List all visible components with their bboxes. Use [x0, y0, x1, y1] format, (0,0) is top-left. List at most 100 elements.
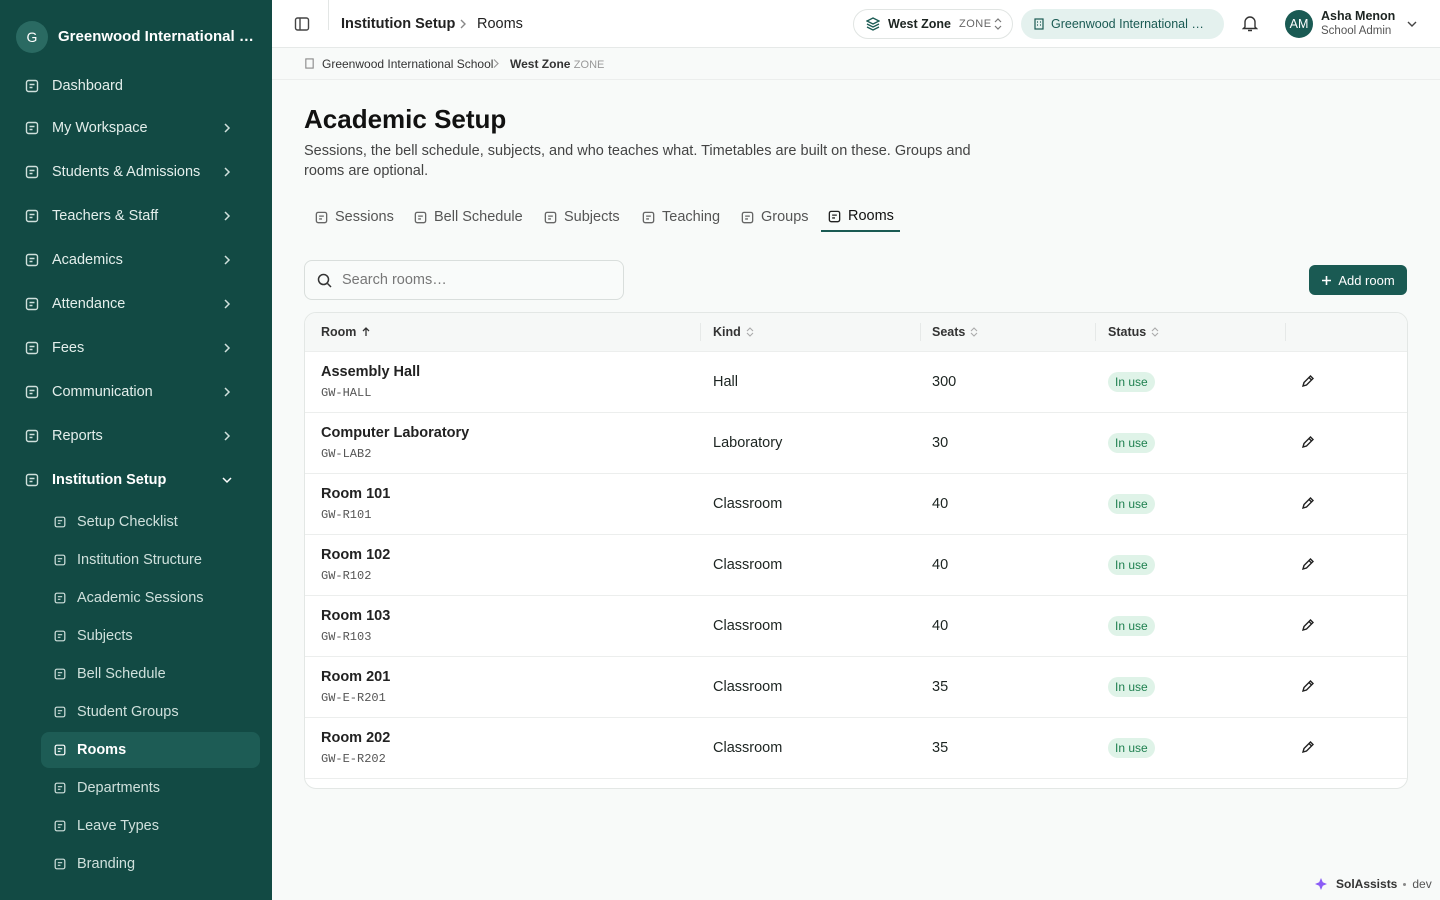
room-seats: 35 [932, 740, 949, 756]
school-name: Greenwood International School [58, 28, 258, 45]
nav-item[interactable]: Students & Admissions [10, 154, 260, 190]
tab[interactable]: Sessions [314, 202, 394, 232]
edit-button[interactable] [1301, 679, 1315, 693]
nav-item[interactable]: Institution Setup [10, 462, 260, 498]
nav-item[interactable]: Communication [10, 374, 260, 410]
subnav-item[interactable]: Departments [41, 770, 260, 806]
tab[interactable]: Teaching [641, 202, 720, 232]
subnav-label: Departments [77, 780, 161, 796]
subnav-item[interactable]: Subjects [41, 618, 260, 654]
user-name: Asha Menon [1321, 9, 1396, 23]
tab-label: Rooms [848, 208, 894, 224]
env: dev [1412, 877, 1432, 891]
zone-tag: ZONE [958, 18, 992, 30]
room-seats: 30 [932, 435, 949, 451]
notifications[interactable] [1242, 15, 1258, 32]
subnav-label: Setup Checklist [77, 514, 178, 530]
tab[interactable]: Groups [740, 202, 809, 232]
room-code: GW-E-R202 [321, 752, 386, 766]
column-header[interactable]: Seats [932, 313, 978, 351]
nav-label: Students & Admissions [52, 164, 201, 180]
nav-item[interactable]: Teachers & Staff [10, 198, 260, 234]
edit-button[interactable] [1301, 496, 1315, 510]
edit-button[interactable] [1301, 557, 1315, 571]
table-row: Room 102 GW-R102 Classroom 40 In use [305, 534, 1407, 595]
column-header[interactable]: Room [321, 313, 371, 351]
table-row: Computer Laboratory GW-LAB2 Laboratory 30 In… [305, 412, 1407, 473]
edit-button[interactable] [1301, 374, 1315, 388]
subnav-label: Academic Sessions [77, 590, 204, 606]
room-name: Room 103 [321, 608, 391, 624]
nav-label: Teachers & Staff [52, 208, 159, 224]
table-row: Assembly Hall GW-HALL Hall 300 In use [305, 351, 1407, 412]
column-header[interactable]: Kind [713, 313, 754, 351]
tab-label: Sessions [335, 209, 394, 225]
zone-name: West Zone [510, 57, 571, 71]
nav-label: My Workspace [52, 120, 148, 136]
status-badge: In use [1108, 555, 1155, 575]
sidebar-toggle[interactable] [294, 16, 310, 32]
search-box[interactable]: Search rooms… [304, 260, 624, 300]
room-code: GW-LAB2 [321, 447, 372, 461]
subnav-item[interactable]: Setup Checklist [41, 504, 260, 540]
subnav-item[interactable]: Rooms [41, 732, 260, 768]
nav-item[interactable]: Academics [10, 242, 260, 278]
tab[interactable]: Rooms [821, 202, 900, 232]
room-kind: Classroom [713, 557, 783, 573]
room-kind: Hall [713, 374, 738, 390]
nav-item[interactable]: Attendance [10, 286, 260, 322]
zone-picker[interactable]: West Zone ZONE [853, 9, 1013, 39]
edit-button[interactable] [1301, 435, 1315, 449]
room-kind: Classroom [713, 679, 783, 695]
room-kind: Laboratory [713, 435, 783, 451]
room-seats: 35 [932, 679, 949, 695]
nav-item[interactable]: Reports [10, 418, 260, 454]
status-badge: In use [1108, 738, 1155, 758]
room-code: GW-R102 [321, 569, 372, 583]
subnav-item[interactable]: Academic Sessions [41, 580, 260, 616]
status-badge: In use [1108, 433, 1155, 453]
column-label: Kind [713, 325, 741, 339]
nav-item[interactable]: My Workspace [10, 110, 260, 146]
school-logo: G [16, 21, 48, 53]
room-seats: 300 [932, 374, 957, 390]
rooms-table: Room Kind Seats Status Assembly Hall GW-HALL H… [304, 312, 1408, 789]
column-header[interactable]: Status [1108, 313, 1159, 351]
subnav-item[interactable]: Branding [41, 846, 260, 882]
avatar[interactable]: AM [1285, 10, 1313, 38]
room-kind: Classroom [713, 496, 783, 512]
column-label: Seats [932, 325, 966, 339]
edit-button[interactable] [1301, 618, 1315, 632]
page-title: Academic Setup [304, 104, 507, 134]
column-divider [1285, 323, 1286, 341]
tab-label: Groups [761, 209, 809, 225]
subnav-item[interactable]: Student Groups [41, 694, 260, 730]
nav-label: Communication [52, 384, 153, 400]
nav-label: Reports [52, 428, 103, 444]
nav-item[interactable]: Fees [10, 330, 260, 366]
subnav-item[interactable]: Leave Types [41, 808, 260, 844]
room-code: GW-HALL [321, 386, 372, 400]
edit-button[interactable] [1301, 740, 1315, 754]
table-row: Room 201 GW-E-R201 Classroom 35 In use [305, 656, 1407, 717]
tab[interactable]: Subjects [543, 202, 620, 232]
room-name: Room 101 [321, 486, 391, 502]
nav-label: Attendance [52, 296, 126, 312]
add-room-button[interactable]: Add room [1309, 265, 1407, 295]
sidebar: G Greenwood International School Dashboa… [0, 0, 272, 900]
tab[interactable]: Bell Schedule [413, 202, 523, 232]
room-code: GW-E-R201 [321, 691, 386, 705]
table-row: Room 202 GW-E-R202 Classroom 35 In use [305, 717, 1407, 778]
nav-item[interactable]: Dashboard [10, 68, 260, 104]
crumb-school[interactable]: Greenwood International School [322, 57, 494, 71]
table-row: Room 101 GW-R101 Classroom 40 In use [305, 473, 1407, 534]
column-divider [1095, 323, 1096, 341]
school-picker[interactable]: Greenwood International School [1021, 9, 1224, 39]
crumb[interactable]: Institution Setup [341, 16, 456, 32]
school-name: Greenwood International School [1051, 17, 1212, 31]
nav-label: Dashboard [52, 78, 123, 94]
subnav-item[interactable]: Bell Schedule [41, 656, 260, 692]
subnav-item[interactable]: Institution Structure [41, 542, 260, 578]
